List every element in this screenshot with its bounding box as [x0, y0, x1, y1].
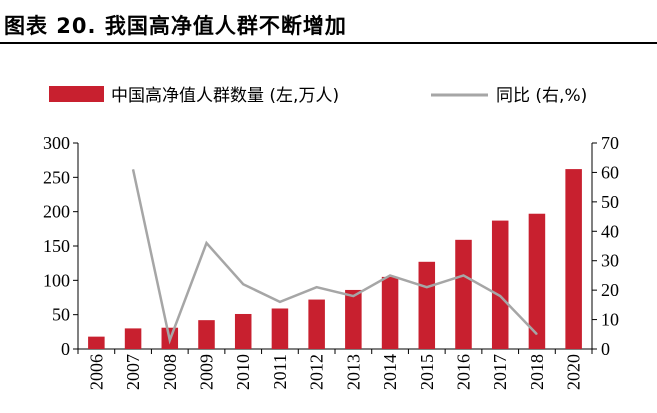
left-tick-label: 100 [43, 270, 70, 290]
line-point-2018 [536, 333, 538, 335]
bar-2012 [308, 299, 325, 349]
bar-2018 [528, 213, 546, 349]
line-point-2008 [169, 339, 171, 341]
bar-2007 [124, 328, 142, 349]
x-tick-label: 2018 [527, 354, 547, 390]
x-tick-label: 2015 [417, 354, 437, 390]
line-point-2007 [132, 168, 134, 170]
right-tick-label: 0 [601, 339, 610, 359]
line-point-2009 [206, 242, 207, 244]
x-tick-label: 2009 [197, 354, 217, 390]
right-tick-label: 40 [601, 221, 619, 241]
bar-2014 [381, 276, 399, 349]
left-tick-label: 200 [43, 202, 70, 222]
x-tick-label: 2012 [307, 354, 327, 390]
x-tick-label: 2006 [86, 354, 106, 390]
right-tick-label: 20 [601, 280, 619, 300]
line-point-2013 [352, 295, 354, 297]
right-tick-label: 50 [601, 192, 619, 212]
line-series [131, 168, 538, 345]
bar-2011 [271, 308, 289, 349]
line-point-2015 [426, 286, 428, 288]
x-tick-label: 2017 [490, 354, 510, 390]
x-tick-label: 2007 [123, 354, 143, 390]
legend-label-bar: 中国高净值人群数量 (左,万人) [111, 86, 339, 106]
bar-2010 [234, 313, 252, 349]
left-tick-label: 150 [43, 236, 70, 256]
line-point-2017 [499, 295, 501, 297]
legend-swatch-bar [49, 86, 104, 102]
left-tick-label: 0 [61, 339, 70, 359]
left-tick-label: 50 [52, 305, 70, 325]
bar-2016 [455, 239, 472, 349]
x-tick-label: 2010 [233, 354, 253, 390]
line-point-2016 [463, 274, 464, 276]
right-tick-label: 10 [601, 310, 619, 330]
line-point-2010 [242, 283, 244, 285]
right-tick-label: 30 [601, 251, 619, 271]
title-rule [0, 42, 657, 44]
right-tick-label: 70 [601, 133, 619, 153]
legend-label-line: 同比 (右,%) [496, 86, 587, 106]
left-tick-label: 300 [43, 133, 70, 153]
x-tick-label: 2014 [380, 354, 400, 390]
bar-2013 [345, 289, 362, 349]
bar-2006 [88, 336, 105, 349]
line-point-2014 [389, 274, 391, 276]
bar-series [88, 169, 582, 349]
figure-header: 图表 20. 我国高净值人群不断增加 [0, 0, 657, 44]
x-tick-label: 2008 [160, 354, 180, 390]
figure-title: 图表 20. 我国高净值人群不断增加 [4, 14, 347, 38]
x-tick-label: 2011 [270, 354, 290, 389]
tick-labels: 0 50 100 150 200 250 300 0 10 20 30 40 50 60 70 2006 200… [43, 133, 619, 390]
bar-2009 [198, 320, 215, 349]
bar-2020 [565, 169, 582, 349]
left-tick-label: 250 [43, 167, 70, 187]
axes [73, 142, 597, 354]
x-tick-label: 2013 [343, 354, 363, 390]
line-point-2011 [279, 301, 281, 303]
legend: 中国高净值人群数量 (左,万人) 同比 (右,%) [49, 86, 587, 106]
bar-2015 [418, 261, 436, 349]
yoy-line [131, 169, 538, 345]
right-tick-label: 60 [601, 162, 619, 182]
line-point-2012 [316, 286, 318, 288]
x-tick-label: 2016 [454, 354, 474, 390]
bar-2017 [491, 220, 509, 349]
x-tick-label: 2020 [564, 354, 584, 390]
